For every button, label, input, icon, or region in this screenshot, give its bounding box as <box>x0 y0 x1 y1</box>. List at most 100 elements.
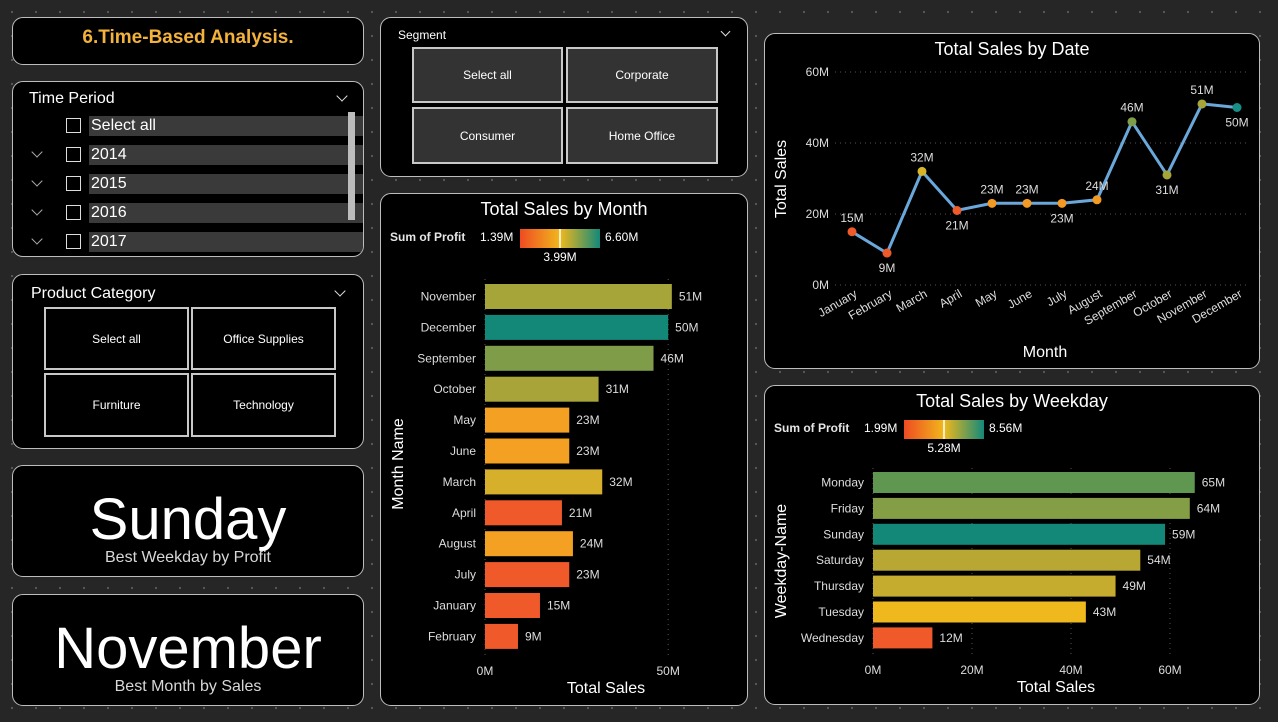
series-line <box>852 104 1237 253</box>
data-label: 59M <box>1172 527 1195 541</box>
data-label: 23M <box>1015 182 1038 196</box>
y-tick-label: April <box>452 506 476 520</box>
sales-by-weekday-svg: Sum of Profit 1.99M 8.56M 5.28M 0M 20M 40M 60M M… <box>765 386 1259 704</box>
chevron-down-icon[interactable] <box>334 285 345 296</box>
data-label: 32M <box>910 150 933 164</box>
bar <box>873 627 932 648</box>
category-tile-select-all[interactable]: Select all <box>44 307 189 370</box>
data-label: 65M <box>1202 476 1225 490</box>
chevron-down-icon[interactable] <box>31 233 42 244</box>
x-axis-title: Month <box>1023 344 1067 361</box>
time-period-item-label: Select all <box>89 116 364 136</box>
time-period-item-label: 2016 <box>89 203 364 223</box>
chevron-down-icon[interactable] <box>31 146 42 157</box>
y-tick-label: June <box>450 444 476 458</box>
data-label: 9M <box>525 629 542 643</box>
legend-min-label: 1.99M <box>864 421 897 435</box>
bar <box>485 593 540 618</box>
data-point <box>848 227 857 236</box>
bar <box>485 377 599 402</box>
bar <box>485 562 569 587</box>
data-label: 21M <box>945 218 968 232</box>
chevron-down-icon[interactable] <box>721 27 731 37</box>
segment-slicer: Segment Select all Corporate Consumer Ho… <box>380 17 748 177</box>
data-label: 46M <box>661 351 684 365</box>
kpi-best-month-card: November Best Month by Sales <box>12 594 364 706</box>
bar <box>485 531 573 556</box>
bar <box>873 524 1165 545</box>
data-label: 50M <box>1225 116 1248 130</box>
bar <box>485 469 602 494</box>
time-period-header: Time Period <box>29 90 115 108</box>
segment-tile-select-all[interactable]: Select all <box>412 47 563 103</box>
data-label: 9M <box>879 261 896 275</box>
y-axis-title: Total Sales <box>773 140 790 218</box>
bar <box>873 472 1195 493</box>
x-tick-label: 50M <box>657 664 680 678</box>
sales-by-month-svg: Sum of Profit 1.39M 6.60M 3.99M 0M 50M Novembe… <box>381 194 747 705</box>
legend-mid-label: 5.28M <box>927 441 960 455</box>
data-point <box>988 199 997 208</box>
data-point <box>1128 117 1137 126</box>
data-label: 15M <box>840 211 863 225</box>
y-tick-label: 20M <box>806 207 829 221</box>
checkbox[interactable] <box>66 118 81 133</box>
checkbox[interactable] <box>66 205 81 220</box>
kpi-best-month-label: Best Month by Sales <box>13 678 363 696</box>
y-tick-label: 40M <box>806 136 829 150</box>
x-tick-label: 20M <box>960 663 983 677</box>
data-point <box>1233 103 1242 112</box>
chevron-down-icon[interactable] <box>31 204 42 215</box>
data-label: 23M <box>576 568 599 582</box>
product-category-header: Product Category <box>31 285 156 303</box>
category-tile-furniture[interactable]: Furniture <box>44 373 189 437</box>
y-tick-label: May <box>453 413 476 427</box>
legend-mid-label: 3.99M <box>543 250 576 264</box>
kpi-best-month-value: November <box>13 615 363 682</box>
category-tile-technology[interactable]: Technology <box>191 373 336 437</box>
x-tick-label: 60M <box>1158 663 1181 677</box>
sales-by-date-chart: Total Sales by Date 0M 20M 40M 60M 15M Januar… <box>764 33 1260 369</box>
data-label: 51M <box>1190 83 1213 97</box>
data-label: 21M <box>569 506 592 520</box>
checkbox[interactable] <box>66 147 81 162</box>
y-tick-label: January <box>433 599 476 613</box>
data-label: 32M <box>609 475 632 489</box>
data-label: 50M <box>675 320 698 334</box>
sales-by-weekday-chart: Total Sales by Weekday Sum of Profit 1.99… <box>764 385 1260 705</box>
bar <box>485 284 672 309</box>
data-label: 23M <box>576 413 599 427</box>
data-label: 51M <box>679 290 702 304</box>
y-tick-label: December <box>421 320 476 334</box>
checkbox[interactable] <box>66 234 81 249</box>
y-tick-label: Friday <box>831 501 864 515</box>
data-label: 24M <box>1085 179 1108 193</box>
y-tick-label: Wednesday <box>801 631 864 645</box>
chevron-down-icon[interactable] <box>336 90 347 101</box>
kpi-best-weekday-value: Sunday <box>13 486 363 553</box>
y-tick-label: Sunday <box>823 527 864 541</box>
kpi-best-weekday-card: Sunday Best Weekday by Profit <box>12 465 364 577</box>
segment-tile-corporate[interactable]: Corporate <box>566 47 718 103</box>
bar <box>485 408 569 433</box>
legend-title: Sum of Profit <box>390 230 465 244</box>
data-point <box>1163 170 1172 179</box>
category-tile-office-supplies[interactable]: Office Supplies <box>191 307 336 370</box>
y-tick-label: 0M <box>812 278 829 292</box>
data-label: 31M <box>1155 183 1178 197</box>
x-tick-label: May <box>973 286 1000 309</box>
checkbox[interactable] <box>66 176 81 191</box>
page-title-card: 6.Time-Based Analysis. <box>12 17 364 65</box>
y-tick-label: 60M <box>806 65 829 79</box>
data-point <box>953 206 962 215</box>
bar <box>485 315 668 340</box>
data-point <box>883 249 892 258</box>
segment-tile-home-office[interactable]: Home Office <box>566 107 718 164</box>
chevron-down-icon[interactable] <box>31 175 42 186</box>
segment-tile-consumer[interactable]: Consumer <box>412 107 563 164</box>
scrollbar[interactable] <box>348 112 355 220</box>
time-period-item-label: 2015 <box>89 174 364 194</box>
data-point <box>1023 199 1032 208</box>
bar <box>873 576 1116 597</box>
legend-max-label: 8.56M <box>989 421 1022 435</box>
